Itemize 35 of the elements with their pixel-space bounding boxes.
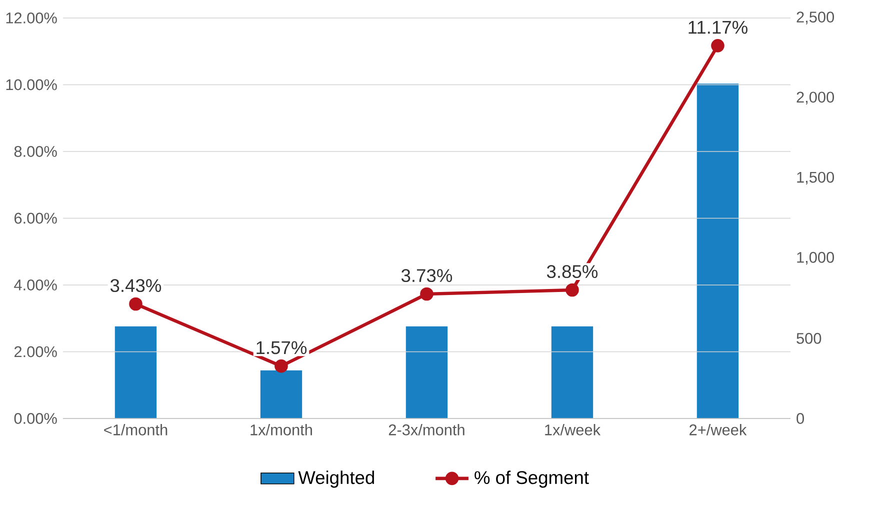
x-tick-label: 1x/month bbox=[250, 424, 312, 436]
data-label: 1.57% bbox=[256, 341, 307, 354]
x-tick-label: 2+/week bbox=[690, 424, 747, 436]
y2-tick-label: 500 bbox=[796, 332, 822, 344]
bar bbox=[406, 326, 448, 418]
x-tick-label: <1/month bbox=[104, 424, 168, 436]
bar bbox=[260, 370, 302, 418]
y-tick-label: 0.00% bbox=[14, 412, 57, 424]
point bbox=[566, 283, 579, 297]
y-tick-label: 2.00% bbox=[14, 346, 57, 358]
y-tick-label: 4.00% bbox=[14, 279, 57, 290]
y-tick-label: 12.00% bbox=[6, 12, 57, 24]
y2-tick-label: 2,500 bbox=[796, 12, 834, 24]
point bbox=[711, 38, 724, 52]
x-tick-label: 2-3x/month bbox=[388, 424, 464, 436]
y-tick-label: 8.00% bbox=[14, 146, 57, 157]
y-tick-label: 6.00% bbox=[14, 212, 57, 224]
point bbox=[420, 287, 434, 301]
y2-tick-label: 2,000 bbox=[796, 92, 834, 104]
data-label: 11.17% bbox=[688, 20, 748, 34]
data-label: 3.43% bbox=[110, 279, 162, 292]
legend-label: Weighted bbox=[298, 470, 374, 488]
legend-label: % of Segment bbox=[474, 470, 589, 488]
x-tick-label: 1x/week bbox=[545, 424, 601, 436]
point bbox=[129, 297, 142, 311]
data-label: 3.73% bbox=[401, 269, 452, 282]
bar bbox=[696, 84, 739, 418]
point bbox=[274, 359, 288, 373]
y2-tick-label: 0 bbox=[796, 412, 804, 424]
data-label: 3.85% bbox=[546, 265, 598, 278]
y2-tick-label: 1,500 bbox=[797, 172, 834, 184]
y2-tick-label: 1,000 bbox=[797, 252, 834, 265]
y-tick-label: 10.00% bbox=[6, 79, 57, 90]
bar bbox=[551, 326, 594, 418]
bar bbox=[114, 326, 157, 418]
